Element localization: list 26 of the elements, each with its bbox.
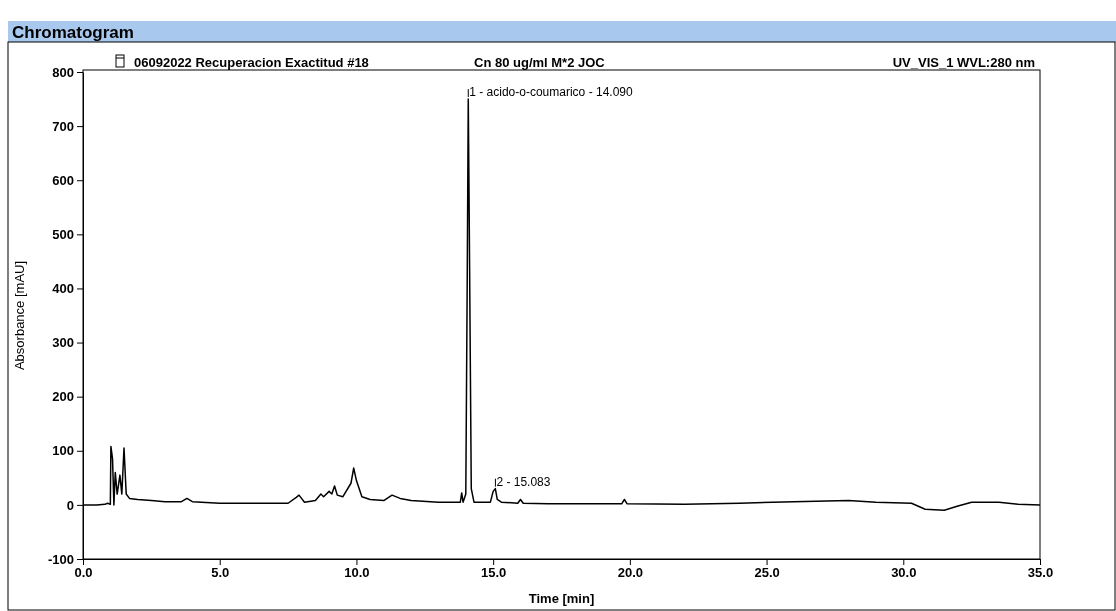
x-tick-label: 20.0	[617, 565, 644, 581]
x-tick-label: 0.0	[74, 565, 93, 581]
y-tick-label: 300	[52, 335, 74, 351]
text: UV_VIS_1 WVL:280 nm	[892, 55, 1035, 70]
y-tick-label: 800	[52, 64, 74, 80]
x-tick-label: 10.0	[344, 565, 370, 581]
x-tick-label: 5.0	[211, 565, 230, 581]
annotation: 2 - 15.083	[496, 474, 551, 489]
y-tick-label: 700	[52, 118, 74, 134]
text: 06092022 Recuperacion Exactitud #18	[134, 55, 369, 70]
x-tick-label: 30.0	[891, 565, 917, 581]
x-tick-label: 35.0	[1027, 565, 1054, 581]
y-tick-label: 0	[66, 497, 74, 513]
y-tick-label: 200	[52, 389, 74, 405]
y-tick-label: 500	[52, 226, 74, 242]
text: Cn 80 ug/ml M*2 JOC	[474, 55, 606, 70]
y-axis-title: Absorbance [mAU]	[12, 260, 27, 371]
chart-title: Chromatogram	[12, 23, 134, 42]
x-tick-label: 15.0	[480, 565, 507, 581]
y-tick-label: 600	[52, 172, 74, 188]
annotation: 1 - acido-o-coumarico - 14.090	[469, 85, 633, 100]
x-axis-title: Time [min]	[528, 591, 595, 606]
y-tick-label: 100	[52, 443, 74, 459]
y-tick-label: 400	[52, 281, 74, 297]
y-tick-label: -100	[47, 551, 74, 567]
x-tick-label: 25.0	[754, 565, 780, 581]
